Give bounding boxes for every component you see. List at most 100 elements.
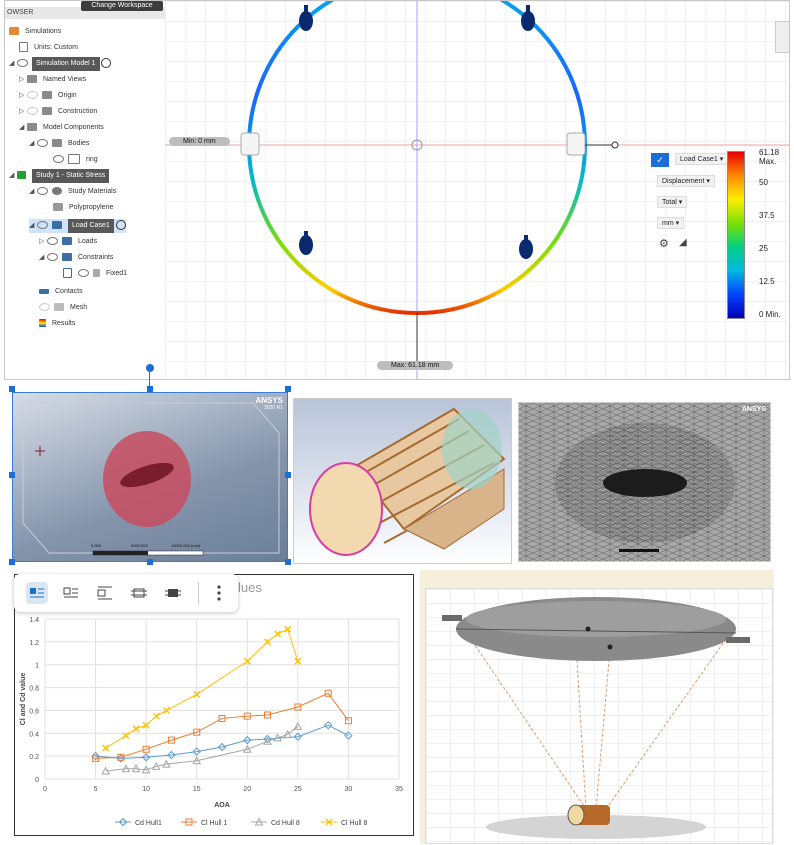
legend-tick: 50 [759,178,768,187]
more-options-icon[interactable] [208,582,230,604]
eye-icon[interactable] [78,269,89,278]
results-icon [39,319,46,328]
data-point [142,721,150,729]
data-point [263,734,272,744]
eye-icon[interactable] [27,107,38,116]
eye-icon[interactable] [37,139,48,148]
resize-handle[interactable] [9,472,15,478]
data-point [344,717,352,725]
data-point [344,731,353,740]
resize-handle[interactable] [285,386,291,392]
ansys-sphere-image[interactable]: ANSYS 2020 R1 0.000 5000.000 10000.000 (… [12,392,288,562]
eye-icon[interactable] [37,221,48,230]
checkbox-icon[interactable] [63,268,72,279]
tree-contacts[interactable]: Contacts [39,285,83,299]
break-text-button[interactable] [94,582,116,604]
chart-svg: 0 0.2 0.4 0.6 0.8 1 1.2 1.4 0 5 10 15 20 25 30 35 AOA Cl … [20,617,403,827]
y-tick-label: 1.2 [29,640,39,647]
gear-icon[interactable]: ⚙ [659,238,669,250]
radio-icon[interactable] [115,220,126,231]
data-point [162,759,171,768]
data-point [264,638,272,646]
wrap-inline-button[interactable] [26,582,48,604]
tree-fixed1[interactable]: Fixed1 [63,267,127,281]
legend-label: Cd Hull 8 [271,820,300,827]
tree-construction[interactable]: ▷ Construction [19,107,98,116]
tree-origin[interactable]: ▷ Origin [19,91,77,100]
change-workspace-button[interactable]: Change Workspace [81,1,163,11]
tree-simulations[interactable]: Simulations [9,25,61,39]
viewport-canvas[interactable] [165,1,790,380]
x-tick-label: 25 [294,786,302,793]
tree-simulation-model[interactable]: ◢ Simulation Model 1 [9,57,112,71]
tree-constraints[interactable]: ◢ Constraints [39,253,114,262]
resize-handle[interactable] [9,559,15,565]
tree-ring[interactable]: ring [53,153,98,167]
constraint-icons [240,132,586,156]
simulations-icon [9,27,19,36]
tree-results[interactable]: Results [39,317,75,331]
data-point [141,765,151,774]
airship-render-image[interactable] [425,588,773,844]
radio-icon[interactable] [101,58,112,69]
view-cube[interactable] [775,21,789,53]
tree-loads[interactable]: ▷ Loads [39,237,98,246]
min-value-label: Min: 0 mm [169,137,230,146]
series-line [95,692,349,759]
tree-load-case[interactable]: ◢ Load Case1 [29,219,126,233]
max-value-label: Max: 61.18 mm [377,361,454,370]
in-front-button[interactable] [162,582,184,604]
data-point [254,817,264,826]
tree-study[interactable]: ◢ Study 1 - Static Stress [9,169,110,183]
tree-model-components[interactable]: ◢ Model Components [19,123,104,132]
triangle-icon[interactable]: ◢ [679,237,687,248]
y-tick-label: 1.4 [29,617,39,624]
mesh-image[interactable]: ANSYS [518,402,771,562]
eye-icon[interactable] [53,155,64,164]
unit-dropdown[interactable]: mm ▾ [657,217,685,229]
data-point [218,714,226,722]
resize-handle[interactable] [9,386,15,392]
wrap-text-button[interactable] [60,582,82,604]
resize-handle[interactable] [285,559,291,565]
tree-bodies[interactable]: ◢ Bodies [29,139,90,148]
data-point [283,729,293,738]
data-point [152,712,160,720]
resize-handle[interactable] [147,386,153,392]
tree-polypropylene[interactable]: Polypropylene [53,201,113,215]
hull-frame-render-image[interactable] [293,398,512,564]
data-point [185,818,193,826]
tree-named-views[interactable]: ▷ Named Views [19,75,87,84]
eye-icon[interactable] [39,303,50,312]
resize-handle[interactable] [147,559,153,565]
result-type-dropdown[interactable]: Displacement ▾ [657,175,715,187]
ansys-version: 2020 R1 [264,405,283,411]
legend-tick: 0 Min. [759,310,781,319]
data-point [102,744,110,752]
y-axis-label: Cl and Cd value [20,673,27,726]
component-dropdown[interactable]: Total ▾ [657,196,688,208]
data-point [294,703,302,711]
eye-icon[interactable] [47,253,58,262]
data-point [101,766,111,775]
resize-handle[interactable] [285,472,291,478]
eye-icon[interactable] [27,91,38,100]
tree-study-materials[interactable]: ◢ Study Materials [29,187,117,196]
eye-icon[interactable] [17,59,28,68]
folder-icon [27,123,37,132]
behind-text-button[interactable] [128,582,150,604]
eye-icon[interactable] [37,187,48,196]
x-tick-label: 15 [193,786,201,793]
tree-mesh[interactable]: Mesh [39,301,87,315]
data-point [242,744,252,753]
result-options-icon[interactable]: ✓ [651,153,669,167]
rotate-handle[interactable] [146,364,154,372]
data-point [121,764,131,773]
eye-icon[interactable] [47,237,58,246]
load-case-dropdown[interactable]: Load Case1 ▾ [675,153,729,165]
legend-tick: 37.5 [759,211,775,220]
tree-units[interactable]: Units: Custom [19,41,78,55]
data-point [142,745,150,753]
legend-tick: 61.18 Max. [759,148,780,166]
legend-tick: 12.5 [759,277,775,286]
